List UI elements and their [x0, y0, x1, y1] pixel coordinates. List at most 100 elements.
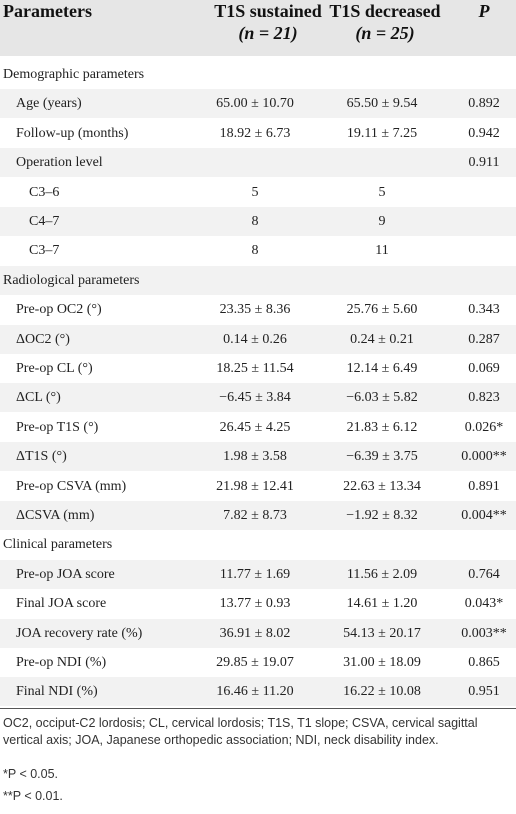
value-decreased: −6.03 ± 5.82 — [346, 390, 418, 406]
p-value: 0.865 — [468, 655, 500, 670]
table-row: Final JOA score 13.77 ± 0.93 14.61 ± 1.20 0… — [0, 589, 516, 618]
value-sustained: 18.25 ± 11.54 — [216, 361, 294, 376]
table-row: Pre-op CSVA (mm) 21.98 ± 12.41 22.63 ± 13.… — [0, 472, 516, 501]
table-row: Demographic parameters — [0, 60, 516, 89]
table-row: C4–7 8 9 — [0, 207, 516, 236]
p-value: 0.287 — [468, 331, 500, 347]
row-label: Pre-op T1S (°) — [16, 419, 99, 435]
value-sustained: 1.98 ± 3.58 — [223, 449, 287, 465]
table-row: Pre-op T1S (°) 26.45 ± 4.25 21.83 ± 6.12 0.… — [0, 413, 516, 442]
table-row: Pre-op NDI (%) 29.85 ± 19.07 31.00 ± 18.09… — [0, 648, 516, 677]
p-value: 0.764 — [468, 566, 500, 582]
p-value: 0.026* — [464, 419, 504, 435]
value-sustained: 7.82 ± 8.73 — [223, 508, 287, 523]
row-label: Final NDI (%) — [16, 684, 98, 700]
table-row: C3–7 8 11 — [0, 236, 516, 265]
row-label: Pre-op NDI (%) — [16, 655, 107, 670]
table-row: C3–6 5 5 — [0, 178, 516, 207]
row-label: ΔCL (°) — [16, 390, 61, 406]
value-decreased: −6.39 ± 3.75 — [346, 449, 418, 465]
value-decreased: 0.24 ± 0.21 — [350, 331, 414, 347]
row-label: Radiological parameters — [3, 272, 140, 288]
value-sustained: 5 — [251, 184, 259, 200]
value-sustained: 21.98 ± 12.41 — [216, 478, 294, 494]
value-decreased: 11 — [375, 243, 389, 259]
row-label: JOA recovery rate (%) — [16, 625, 143, 641]
row-label: C4–7 — [29, 214, 60, 229]
value-sustained: 18.92 ± 6.73 — [219, 125, 291, 141]
p-value: 0.069 — [468, 361, 500, 376]
value-sustained: 8 — [251, 243, 259, 259]
table-row: JOA recovery rate (%) 36.91 ± 8.02 54.13 ±… — [0, 618, 516, 648]
p-value: 0.942 — [468, 125, 500, 141]
table-row: Pre-op JOA score 11.77 ± 1.69 11.56 ± 2.09… — [0, 559, 516, 589]
value-decreased: 21.83 ± 6.12 — [346, 419, 418, 435]
value-sustained: 65.00 ± 10.70 — [216, 96, 294, 112]
value-sustained: −6.45 ± 3.84 — [219, 390, 291, 406]
p-value: 0.004** — [461, 508, 507, 523]
value-sustained: 8 — [251, 214, 259, 229]
p-value: 0.823 — [468, 390, 500, 406]
p-value: 0.343 — [468, 302, 500, 318]
p-value: 0.003** — [461, 625, 507, 641]
row-label: Pre-op OC2 (°) — [16, 302, 102, 318]
row-label: Age (years) — [16, 96, 82, 112]
row-label: Follow-up (months) — [16, 125, 129, 141]
row-label: Operation level — [16, 155, 103, 171]
value-decreased: 25.76 ± 5.60 — [346, 302, 418, 318]
row-label: Pre-op JOA score — [16, 566, 115, 582]
value-decreased: 14.61 ± 1.20 — [346, 596, 418, 612]
p-value: 0.892 — [468, 96, 500, 112]
value-decreased: 22.63 ± 13.34 — [343, 478, 421, 494]
row-label: C3–7 — [29, 243, 60, 259]
row-label: ΔCSVA (mm) — [16, 508, 95, 523]
value-decreased: 54.13 ± 20.17 — [343, 625, 421, 641]
table-row: ΔCL (°) −6.45 ± 3.84 −6.03 ± 5.82 0.823 — [0, 383, 516, 413]
table-bottom-rule — [0, 708, 516, 709]
value-decreased: 11.56 ± 2.09 — [346, 566, 418, 582]
header-col2-title: T1S decreased — [329, 1, 441, 21]
row-label: ΔT1S (°) — [16, 449, 67, 465]
value-decreased: 12.14 ± 6.49 — [346, 361, 418, 376]
row-label: Demographic parameters — [3, 67, 145, 82]
row-label: ΔOC2 (°) — [16, 331, 70, 347]
p-value: 0.951 — [468, 684, 500, 700]
table-header: Parameters T1S sustained (n = 21) T1S de… — [0, 0, 516, 56]
table-row: Operation level 0.911 — [0, 148, 516, 178]
table-row: Pre-op OC2 (°) 23.35 ± 8.36 25.76 ± 5.60 0.… — [0, 295, 516, 324]
value-decreased: 16.22 ± 10.08 — [343, 684, 421, 700]
row-label: Pre-op CL (°) — [16, 361, 93, 376]
row-label: Final JOA score — [16, 596, 107, 612]
header-col1-n: (n = 21) — [238, 23, 298, 43]
table-row: Final NDI (%) 16.46 ± 11.20 16.22 ± 10.08 0… — [0, 677, 516, 707]
header-col2-n: (n = 25) — [355, 23, 415, 43]
p-value: 0.911 — [468, 155, 500, 171]
value-sustained: 26.45 ± 4.25 — [219, 419, 291, 435]
header-parameters: Parameters — [3, 1, 92, 21]
table-row: Follow-up (months) 18.92 ± 6.73 19.11 ± 7.… — [0, 119, 516, 148]
table-row: ΔCSVA (mm) 7.82 ± 8.73 −1.92 ± 8.32 0.004** — [0, 501, 516, 530]
footnote-abbreviations: OC2, occiput-C2 lordosis; CL, cervical l… — [3, 716, 478, 747]
table-row: Clinical parameters — [0, 530, 516, 559]
table-row: Radiological parameters — [0, 265, 516, 295]
value-sustained: 16.46 ± 11.20 — [216, 684, 294, 700]
header-col1-title: T1S sustained — [214, 1, 322, 21]
value-sustained: 11.77 ± 1.69 — [219, 566, 291, 582]
table-row: Age (years) 65.00 ± 10.70 65.50 ± 9.54 0.89… — [0, 89, 516, 119]
footnote-p001: **P < 0.01. — [3, 789, 63, 803]
value-decreased: −1.92 ± 8.32 — [346, 508, 418, 523]
header-p: P — [478, 1, 490, 21]
value-decreased: 65.50 ± 9.54 — [346, 96, 418, 112]
table-row: ΔT1S (°) 1.98 ± 3.58 −6.39 ± 3.75 0.000** — [0, 442, 516, 472]
footnote-p005: *P < 0.05. — [3, 767, 59, 781]
p-value: 0.043* — [464, 596, 504, 612]
value-decreased: 9 — [378, 214, 386, 229]
row-label: C3–6 — [29, 184, 60, 200]
row-label: Pre-op CSVA (mm) — [16, 478, 127, 494]
table-row: Pre-op CL (°) 18.25 ± 11.54 12.14 ± 6.49 0.… — [0, 354, 516, 383]
value-decreased: 5 — [378, 184, 386, 200]
value-decreased: 19.11 ± 7.25 — [346, 125, 418, 141]
row-label: Clinical parameters — [3, 537, 113, 553]
value-sustained: 13.77 ± 0.93 — [219, 596, 291, 612]
